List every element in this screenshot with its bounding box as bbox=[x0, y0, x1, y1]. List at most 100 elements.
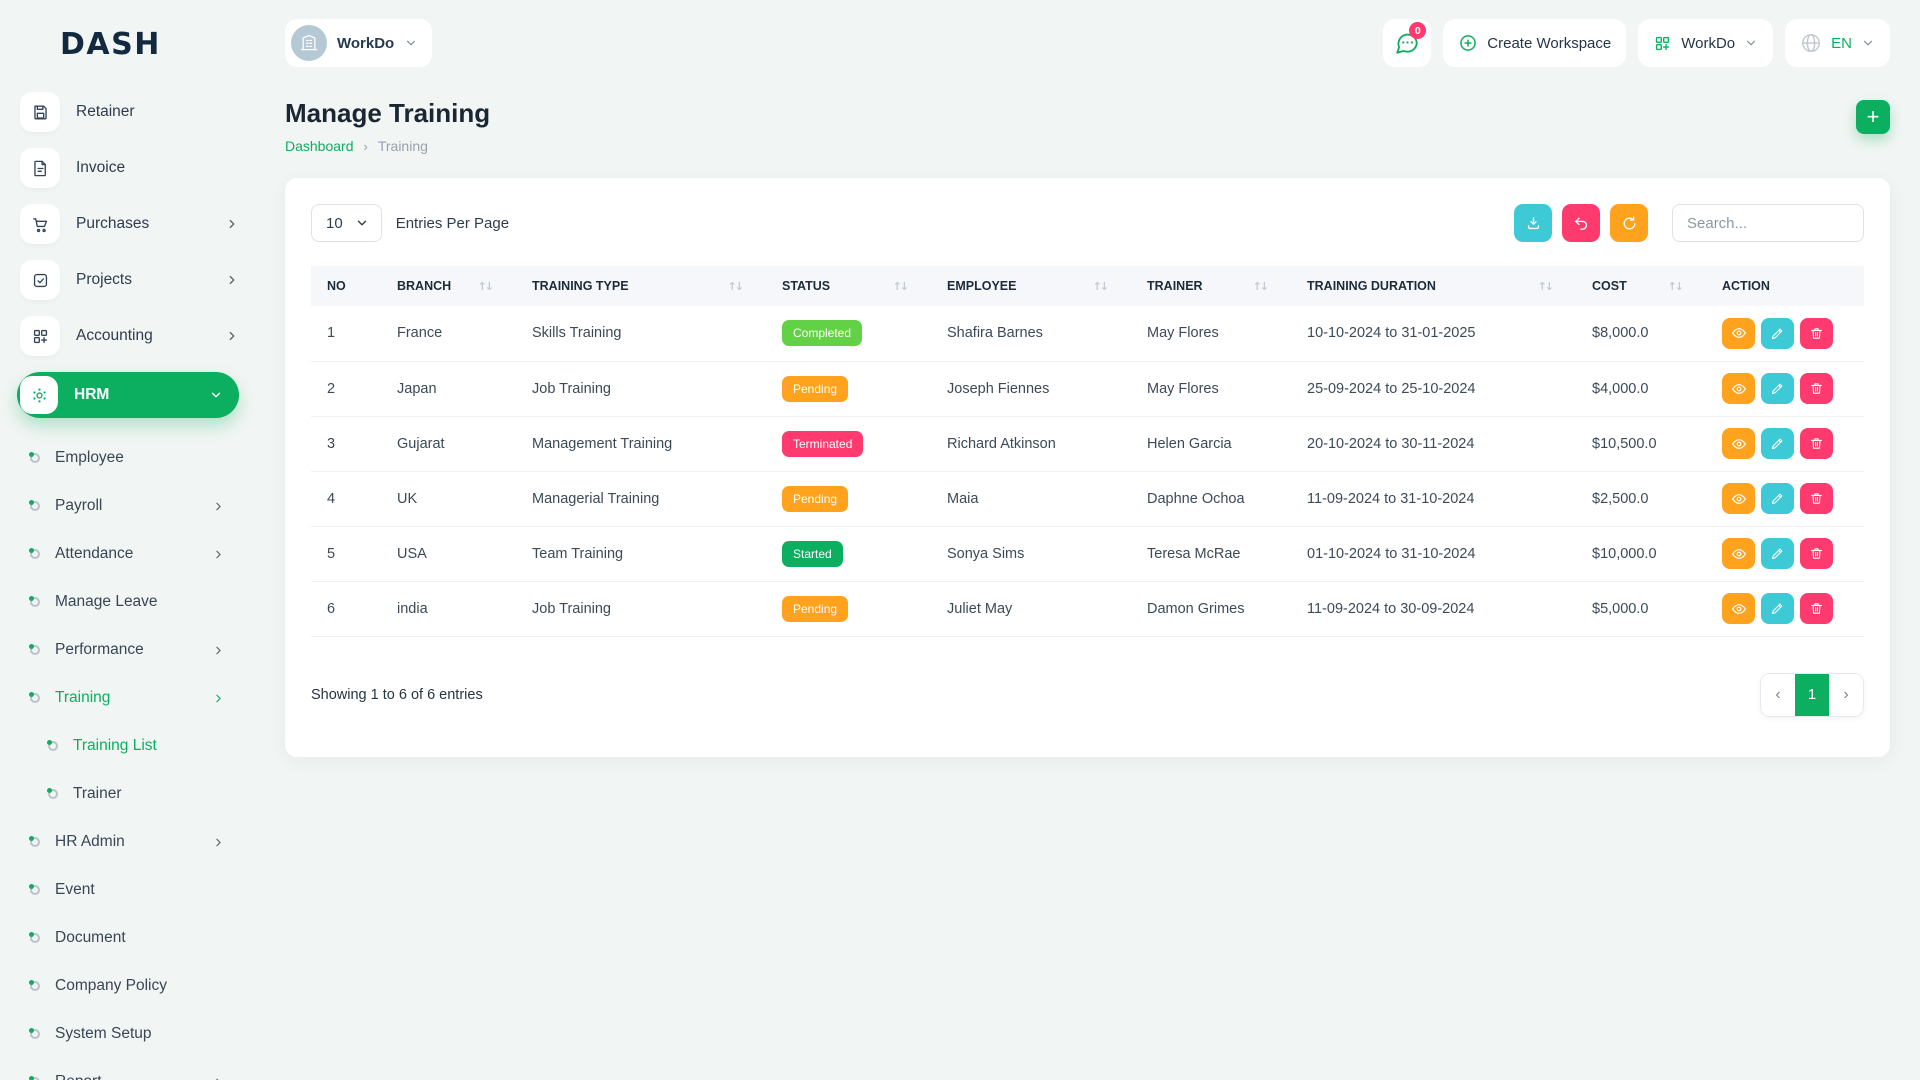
cell-trainer: Teresa McRae bbox=[1131, 526, 1291, 582]
column-header[interactable]: EMPLOYEE ↑↓ bbox=[931, 266, 1131, 306]
trash-icon bbox=[1810, 548, 1823, 559]
export-button[interactable] bbox=[1514, 204, 1552, 242]
bullet-icon bbox=[29, 1028, 40, 1039]
sort-icon[interactable]: ↑↓ bbox=[1667, 279, 1685, 293]
sort-icon[interactable]: ↑↓ bbox=[477, 279, 495, 293]
messages-button[interactable]: 0 bbox=[1383, 19, 1432, 67]
workspace-switcher[interactable]: WorkDo bbox=[285, 19, 433, 67]
sidebar-item-event[interactable]: Event bbox=[0, 866, 253, 914]
delete-button[interactable] bbox=[1800, 538, 1833, 569]
refresh-button[interactable] bbox=[1610, 204, 1648, 242]
delete-button[interactable] bbox=[1800, 593, 1833, 624]
pagination-page-1[interactable]: 1 bbox=[1795, 673, 1829, 716]
table-row: 4 UK Managerial Training Pending Maia Da… bbox=[311, 471, 1864, 527]
sidebar-item-system-setup[interactable]: System Setup bbox=[0, 1010, 253, 1058]
sidebar-item-training-list[interactable]: Training List bbox=[0, 722, 253, 770]
cell-training-duration: 20-10-2024 to 30-11-2024 bbox=[1291, 416, 1576, 472]
sort-icon[interactable]: ↑↓ bbox=[1252, 279, 1270, 293]
globe-icon bbox=[1800, 32, 1822, 54]
delete-button[interactable] bbox=[1800, 317, 1833, 349]
column-header-label: TRAINING TYPE bbox=[532, 279, 629, 293]
edit-button[interactable] bbox=[1761, 428, 1794, 459]
sidebar-item-performance[interactable]: Performance bbox=[0, 626, 253, 674]
cell-training-duration: 11-09-2024 to 30-09-2024 bbox=[1291, 581, 1576, 637]
view-button[interactable] bbox=[1722, 317, 1755, 349]
view-button[interactable] bbox=[1722, 538, 1755, 569]
bullet-icon bbox=[29, 452, 40, 463]
cell-training-duration: 01-10-2024 to 31-10-2024 bbox=[1291, 526, 1576, 582]
row-actions bbox=[1722, 538, 1848, 569]
sidebar-item-manage-leave[interactable]: Manage Leave bbox=[0, 578, 253, 626]
edit-button[interactable] bbox=[1761, 317, 1794, 349]
sidebar-item-report[interactable]: Report bbox=[0, 1058, 253, 1080]
column-header[interactable]: ACTION ↑↓ bbox=[1706, 266, 1864, 306]
sidebar-item-purchases[interactable]: Purchases bbox=[20, 204, 239, 244]
delete-button[interactable] bbox=[1800, 373, 1833, 404]
column-header[interactable]: TRAINING DURATION ↑↓ bbox=[1291, 266, 1576, 306]
view-button[interactable] bbox=[1722, 593, 1755, 624]
reset-button[interactable] bbox=[1562, 204, 1600, 242]
chevron-right-icon bbox=[225, 217, 239, 231]
view-button[interactable] bbox=[1722, 483, 1755, 514]
messages-badge: 0 bbox=[1409, 22, 1427, 39]
column-header[interactable]: NO ↑↓ bbox=[311, 266, 381, 306]
status-badge: Completed bbox=[782, 320, 863, 347]
view-button[interactable] bbox=[1722, 373, 1755, 404]
create-workspace-button[interactable]: Create Workspace bbox=[1443, 19, 1627, 67]
cell-employee: Maia bbox=[931, 471, 1131, 527]
cell-training-type: Job Training bbox=[516, 581, 766, 637]
app-logo[interactable]: DASH bbox=[0, 16, 253, 72]
cell-cost: $10,000.0 bbox=[1576, 526, 1706, 582]
column-header[interactable]: STATUS ↑↓ bbox=[766, 266, 931, 306]
edit-button[interactable] bbox=[1761, 538, 1794, 569]
chevron-right-icon bbox=[212, 836, 225, 849]
sidebar-item-label: Retainer bbox=[76, 103, 135, 120]
sort-icon[interactable]: ↑↓ bbox=[1537, 279, 1555, 293]
sidebar-item-attendance[interactable]: Attendance bbox=[0, 530, 253, 578]
delete-button[interactable] bbox=[1800, 428, 1833, 459]
view-button[interactable] bbox=[1722, 428, 1755, 459]
sidebar-item-retainer[interactable]: Retainer bbox=[20, 92, 239, 132]
add-training-button[interactable]: + bbox=[1856, 100, 1890, 134]
pencil-icon bbox=[1771, 493, 1783, 505]
column-header[interactable]: BRANCH ↑↓ bbox=[381, 266, 516, 306]
breadcrumb-current: Training bbox=[377, 138, 428, 154]
pagination-next-button[interactable]: › bbox=[1829, 673, 1863, 716]
column-header[interactable]: TRAINER ↑↓ bbox=[1131, 266, 1291, 306]
sidebar-item-hr-admin[interactable]: HR Admin bbox=[0, 818, 253, 866]
sidebar-item-document[interactable]: Document bbox=[0, 914, 253, 962]
column-header[interactable]: TRAINING TYPE ↑↓ bbox=[516, 266, 766, 306]
trash-icon bbox=[1810, 438, 1823, 449]
chevron-right-icon bbox=[212, 1076, 225, 1080]
edit-button[interactable] bbox=[1761, 483, 1794, 514]
column-header[interactable]: COST ↑↓ bbox=[1576, 266, 1706, 306]
pagination-prev-button[interactable]: ‹ bbox=[1761, 673, 1795, 716]
delete-button[interactable] bbox=[1800, 483, 1833, 514]
pencil-icon bbox=[1771, 548, 1783, 560]
cell-training-type: Skills Training bbox=[516, 306, 766, 362]
account-menu[interactable]: WorkDo bbox=[1638, 19, 1774, 67]
search-input[interactable] bbox=[1672, 204, 1864, 242]
edit-button[interactable] bbox=[1761, 593, 1794, 624]
sidebar-item-training[interactable]: Training bbox=[0, 674, 253, 722]
breadcrumb-dashboard[interactable]: Dashboard bbox=[285, 138, 354, 154]
edit-button[interactable] bbox=[1761, 373, 1794, 404]
sidebar-item-company-policy[interactable]: Company Policy bbox=[0, 962, 253, 1010]
topbar-right: 0 Create Workspace WorkDo EN bbox=[1383, 19, 1890, 67]
table-row: 2 Japan Job Training Pending Joseph Fien… bbox=[311, 361, 1864, 417]
sidebar-item-trainer[interactable]: Trainer bbox=[0, 770, 253, 818]
sidebar-item-employee[interactable]: Employee bbox=[0, 434, 253, 482]
sidebar-item-invoice[interactable]: Invoice bbox=[20, 148, 239, 188]
sidebar-item-payroll[interactable]: Payroll bbox=[0, 482, 253, 530]
sort-icon[interactable]: ↑↓ bbox=[727, 279, 745, 293]
sidebar-item-hrm[interactable]: HRM bbox=[17, 372, 239, 418]
language-menu[interactable]: EN bbox=[1785, 19, 1890, 67]
sidebar-item-accounting[interactable]: Accounting bbox=[20, 316, 239, 356]
sort-icon[interactable]: ↑↓ bbox=[892, 279, 910, 293]
cell-employee: Shafira Barnes bbox=[931, 306, 1131, 362]
invoice-icon bbox=[20, 148, 60, 188]
entries-per-page-select[interactable]: 10 bbox=[311, 204, 382, 242]
cell-training-type: Managerial Training bbox=[516, 471, 766, 527]
sort-icon[interactable]: ↑↓ bbox=[1092, 279, 1110, 293]
sidebar-item-projects[interactable]: Projects bbox=[20, 260, 239, 300]
